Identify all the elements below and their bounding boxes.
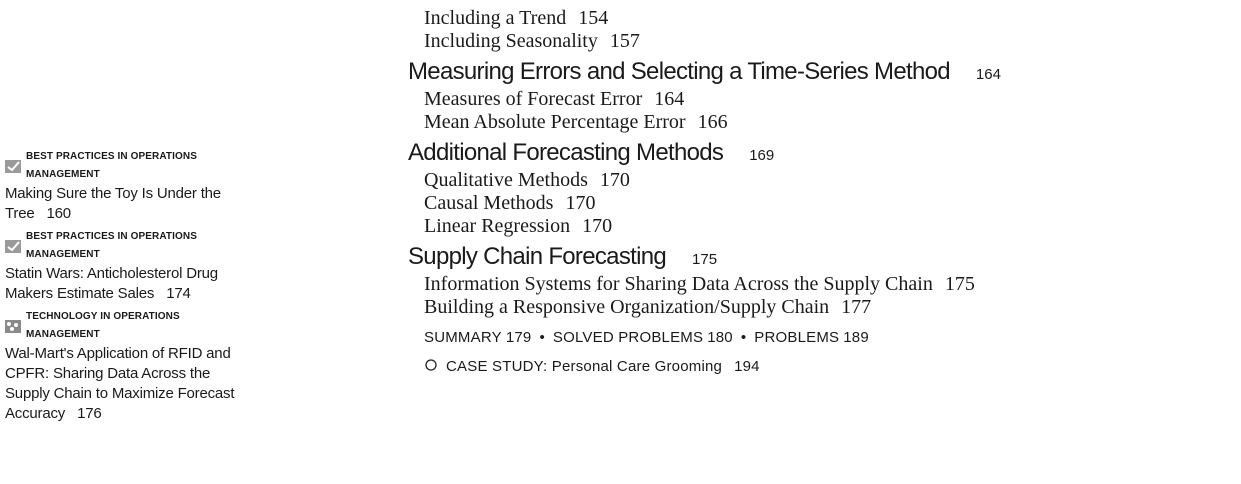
box-page: 176 [77, 405, 102, 422]
box-page: 174 [166, 285, 191, 302]
case-study: CASE STUDY: Personal Care Grooming 194 [424, 357, 760, 377]
entry-page: 170 [599, 168, 630, 191]
case-page: 194 [734, 358, 760, 375]
section-heading: Additional Forecasting Methods 169 [408, 137, 774, 172]
box-icon [5, 239, 21, 253]
toc-entry: Measures of Forecast Error 164 [424, 88, 684, 111]
entry-page: 175 [944, 272, 975, 295]
label-text: BEST PRACTICES IN OPERATIONS MANAGEMENT [26, 231, 197, 260]
entry-title: Including Seasonality [424, 29, 598, 52]
box-title: Making Sure the Toy Is Under the Tree [5, 185, 221, 222]
section-heading: Supply Chain Forecasting 175 [408, 241, 717, 276]
entry-page: 170 [582, 214, 613, 237]
entry-title: Including a Trend [424, 6, 567, 29]
sidebar-box: BEST PRACTICES IN OPERATIONS MANAGEMENT M… [5, 148, 241, 224]
box-label: BEST PRACTICES IN OPERATIONS MANAGEMENT [5, 228, 241, 264]
box-text: Making Sure the Toy Is Under the Tree 160 [5, 184, 241, 224]
summary-line: SUMMARY 179 • SOLVED PROBLEMS 180 • PROBLEMS 18… [424, 328, 869, 348]
toc-entry: Information Systems for Sharing Data Acr… [424, 273, 975, 296]
box-label: TECHNOLOGY IN OPERATIONS MANAGEMENT [5, 308, 241, 344]
case-title: CASE STUDY: Personal Care Grooming [446, 358, 723, 375]
section-title: Additional Forecasting Methods [408, 139, 724, 166]
summary-label: SUMMARY [424, 329, 502, 346]
entry-title: Qualitative Methods [424, 168, 588, 191]
separator: • [740, 329, 747, 346]
summary-page: 189 [843, 329, 869, 346]
box-icon [5, 159, 21, 173]
box-page: 160 [46, 205, 72, 222]
entry-title: Linear Regression [424, 214, 571, 237]
toc-entry: Linear Regression 170 [424, 215, 612, 238]
box-text: Wal-Mart's Application of RFID and CPFR:… [5, 344, 241, 424]
section-heading: Measuring Errors and Selecting a Time-Se… [408, 56, 1001, 91]
entry-page: 154 [578, 6, 609, 29]
entry-page: 177 [841, 295, 872, 318]
box-icon [5, 319, 21, 333]
case-icon [425, 359, 437, 371]
summary-label: SOLVED PROBLEMS [552, 329, 704, 346]
label-text: TECHNOLOGY IN OPERATIONS MANAGEMENT [26, 311, 180, 340]
toc-entry: Causal Methods 170 [424, 192, 595, 215]
section-page: 175 [692, 251, 718, 268]
entry-page: 170 [565, 191, 596, 214]
toc-entry: Including a Trend 154 [424, 7, 608, 30]
toc-entry: Mean Absolute Percentage Error 166 [424, 111, 728, 134]
sidebar-box: TECHNOLOGY IN OPERATIONS MANAGEMENT Wal-M… [5, 308, 241, 424]
toc-entry: Qualitative Methods 170 [424, 169, 630, 192]
box-title: Statin Wars: Anticholesterol Drug Makers… [5, 265, 218, 302]
section-page: 169 [749, 147, 775, 164]
entry-title: Information Systems for Sharing Data Acr… [424, 272, 933, 295]
sidebar: BEST PRACTICES IN OPERATIONS MANAGEMENT M… [5, 148, 241, 428]
entry-title: Measures of Forecast Error [424, 87, 643, 110]
entry-page: 166 [697, 110, 728, 133]
entry-title: Building a Responsive Organization/Suppl… [424, 295, 830, 318]
entry-page: 164 [654, 87, 685, 110]
label-text: BEST PRACTICES IN OPERATIONS MANAGEMENT [26, 151, 197, 180]
section-title: Supply Chain Forecasting [408, 243, 667, 270]
summary-page: 179 [505, 329, 532, 346]
section-page: 164 [975, 66, 1001, 83]
box-title: Wal-Mart's Application of RFID and CPFR:… [5, 345, 235, 422]
summary-page: 180 [707, 329, 733, 346]
section-title: Measuring Errors and Selecting a Time-Se… [408, 58, 951, 85]
box-text: Statin Wars: Anticholesterol Drug Makers… [5, 264, 241, 304]
separator: • [539, 329, 545, 346]
sidebar-box: BEST PRACTICES IN OPERATIONS MANAGEMENT S… [5, 228, 241, 304]
entry-title: Mean Absolute Percentage Error [424, 110, 686, 133]
toc-entry: Building a Responsive Organization/Suppl… [424, 296, 871, 319]
entry-page: 157 [609, 29, 640, 52]
box-label: BEST PRACTICES IN OPERATIONS MANAGEMENT [5, 148, 241, 184]
summary-label: PROBLEMS [754, 329, 840, 346]
toc-entry: Including Seasonality 157 [424, 30, 640, 53]
entry-title: Causal Methods [424, 191, 554, 214]
